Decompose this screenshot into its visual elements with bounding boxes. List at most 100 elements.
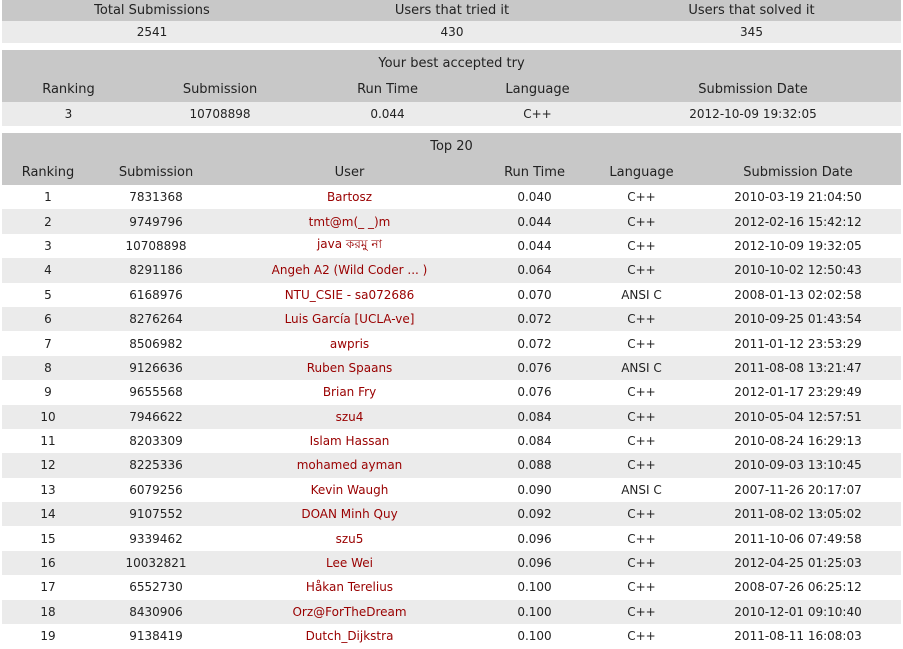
user-link[interactable]: Håkan Terelius: [218, 575, 481, 600]
rank-cell: 1: [2, 185, 94, 210]
table-row: 15 9339462 szu5 0.096 C++ 2011-10-06 07:49:58: [2, 526, 902, 551]
user-link[interactable]: Lee Wei: [218, 550, 481, 576]
table-row: 14 9107552 DOAN Minh Quy 0.092 C++ 2011-08-02…: [2, 502, 902, 527]
submission-cell: 10032821: [94, 550, 218, 576]
rank-cell: 7: [2, 331, 94, 356]
run-time-cell: 0.100: [481, 575, 588, 600]
submission-cell: 6079256: [94, 477, 218, 503]
run-time-cell: 0.044: [481, 209, 588, 234]
run-time-cell: 0.084: [481, 428, 588, 454]
language-cell: C++: [588, 185, 695, 210]
best-try-header-row: Ranking Submission Run Time Language Sub…: [2, 76, 902, 102]
table-row: 7 8506982 awpris 0.072 C++ 2011-01-12 23:53:2…: [2, 331, 902, 356]
language-cell: C++: [588, 526, 695, 551]
user-link[interactable]: Ruben Spaans: [218, 355, 481, 381]
submission-date-cell: 2012-10-09 19:32:05: [695, 233, 902, 259]
user-link[interactable]: java করমু না: [218, 233, 481, 259]
user-link[interactable]: Bartosz: [218, 185, 481, 210]
rank-cell: 2: [2, 209, 94, 234]
submission-cell: 8430906: [94, 599, 218, 625]
language-cell: C++: [588, 233, 695, 259]
submission-cell: 6168976: [94, 282, 218, 307]
best-try-title: Your best accepted try: [378, 55, 525, 71]
language-header: Language: [609, 164, 674, 180]
submission-date-cell: 2010-03-19 21:04:50: [695, 185, 902, 210]
run-time-cell: 0.072: [481, 306, 588, 332]
language-cell: C++: [588, 550, 695, 576]
run-time-header: Run Time: [504, 164, 565, 180]
submission-date-cell: 2011-08-02 13:05:02: [695, 502, 902, 527]
submission-date-cell: 2011-08-08 13:21:47: [695, 355, 902, 381]
user-link[interactable]: Angeh A2 (Wild Coder ... ): [218, 258, 481, 283]
rank-cell: 15: [2, 526, 94, 551]
run-time-cell: 0.100: [481, 599, 588, 625]
table-row: 1 7831368 Bartosz 0.040 C++ 2010-03-19 21:04:…: [2, 185, 902, 210]
submission-cell: 8225336: [94, 453, 218, 478]
submission-cell: 9126636: [94, 355, 218, 381]
best-submission-date: 2012-10-09 19:32:05: [605, 102, 902, 126]
table-row: 13 6079256 Kevin Waugh 0.090 ANSI C 2007-11-2…: [2, 477, 902, 503]
total-submissions-header: Total Submissions: [94, 3, 210, 18]
language-cell: C++: [588, 453, 695, 478]
language-cell: C++: [588, 306, 695, 332]
language-cell: ANSI C: [588, 282, 695, 307]
user-link[interactable]: Orz@ForTheDream: [218, 599, 481, 625]
best-ranking: 3: [2, 102, 135, 126]
rank-cell: 6: [2, 306, 94, 332]
run-time-cell: 0.084: [481, 404, 588, 429]
submission-cell: 9138419: [94, 624, 218, 649]
rank-cell: 4: [2, 258, 94, 283]
run-time-cell: 0.064: [481, 258, 588, 283]
table-row: 11 8203309 Islam Hassan 0.084 C++ 2010-08-24 …: [2, 428, 902, 454]
submission-cell: 7831368: [94, 185, 218, 210]
language-cell: C++: [588, 380, 695, 405]
submission-date-cell: 2012-04-25 01:25:03: [695, 550, 902, 576]
table-row: 2 9749796 tmt@m(_ _)m 0.044 C++ 2012-02-16 15…: [2, 209, 902, 234]
total-submissions-value: 2541: [2, 21, 302, 43]
user-link[interactable]: Brian Fry: [218, 380, 481, 405]
submission-cell: 6552730: [94, 575, 218, 600]
language-cell: C++: [588, 209, 695, 234]
user-link[interactable]: awpris: [218, 331, 481, 356]
user-link[interactable]: tmt@m(_ _)m: [218, 209, 481, 234]
rank-cell: 8: [2, 355, 94, 381]
language-cell: C++: [588, 575, 695, 600]
table-row: 18 8430906 Orz@ForTheDream 0.100 C++ 2010-12-…: [2, 599, 902, 625]
user-link[interactable]: mohamed ayman: [218, 453, 481, 478]
language-cell: ANSI C: [588, 477, 695, 503]
submission-date-cell: 2012-01-17 23:29:49: [695, 380, 902, 405]
run-time-cell: 0.096: [481, 550, 588, 576]
submission-date-cell: 2011-10-06 07:49:58: [695, 526, 902, 551]
submission-stats-table: Total Submissions Users that tried it Us…: [2, 0, 901, 43]
user-link[interactable]: Kevin Waugh: [218, 477, 481, 503]
submission-date-cell: 2010-12-01 09:10:40: [695, 599, 902, 625]
rank-cell: 5: [2, 282, 94, 307]
submission-cell: 9339462: [94, 526, 218, 551]
language-cell: ANSI C: [588, 355, 695, 381]
table-row: 10 7946622 szu4 0.084 C++ 2010-05-04 12:57:51: [2, 404, 902, 429]
user-link[interactable]: Islam Hassan: [218, 428, 481, 454]
user-header: User: [334, 164, 365, 180]
user-link[interactable]: Luis García [UCLA-ve]: [218, 306, 481, 332]
users-tried-header: Users that tried it: [394, 3, 510, 18]
table-row: 17 6552730 Håkan Terelius 0.100 C++ 2008-07-2…: [2, 575, 902, 600]
top-20-caption-row: Top 20: [2, 133, 902, 159]
submission-date-cell: 2011-08-11 16:08:03: [695, 624, 902, 649]
top-20-title: Top 20: [430, 138, 473, 154]
run-time-cell: 0.088: [481, 453, 588, 478]
table-row: 3 10708898 java করমু না 0.044 C++ 2012-10-09 …: [2, 233, 902, 259]
top-20-header-row: Ranking Submission User Run Time Languag…: [2, 159, 902, 185]
language-cell: C++: [588, 428, 695, 454]
user-link[interactable]: NTU_CSIE - sa072686: [218, 282, 481, 307]
submission-header: Submission: [182, 81, 258, 97]
user-link[interactable]: DOAN Minh Quy: [218, 502, 481, 527]
user-link[interactable]: szu5: [218, 526, 481, 551]
best-submission: 10708898: [135, 102, 305, 126]
submission-date-cell: 2010-08-24 16:29:13: [695, 428, 902, 454]
run-time-cell: 0.040: [481, 185, 588, 210]
submission-date-header: Submission Date: [743, 164, 853, 180]
submission-cell: 9655568: [94, 380, 218, 405]
user-link[interactable]: szu4: [218, 404, 481, 429]
user-link[interactable]: Dutch_Dijkstra: [218, 624, 481, 649]
run-time-cell: 0.070: [481, 282, 588, 307]
